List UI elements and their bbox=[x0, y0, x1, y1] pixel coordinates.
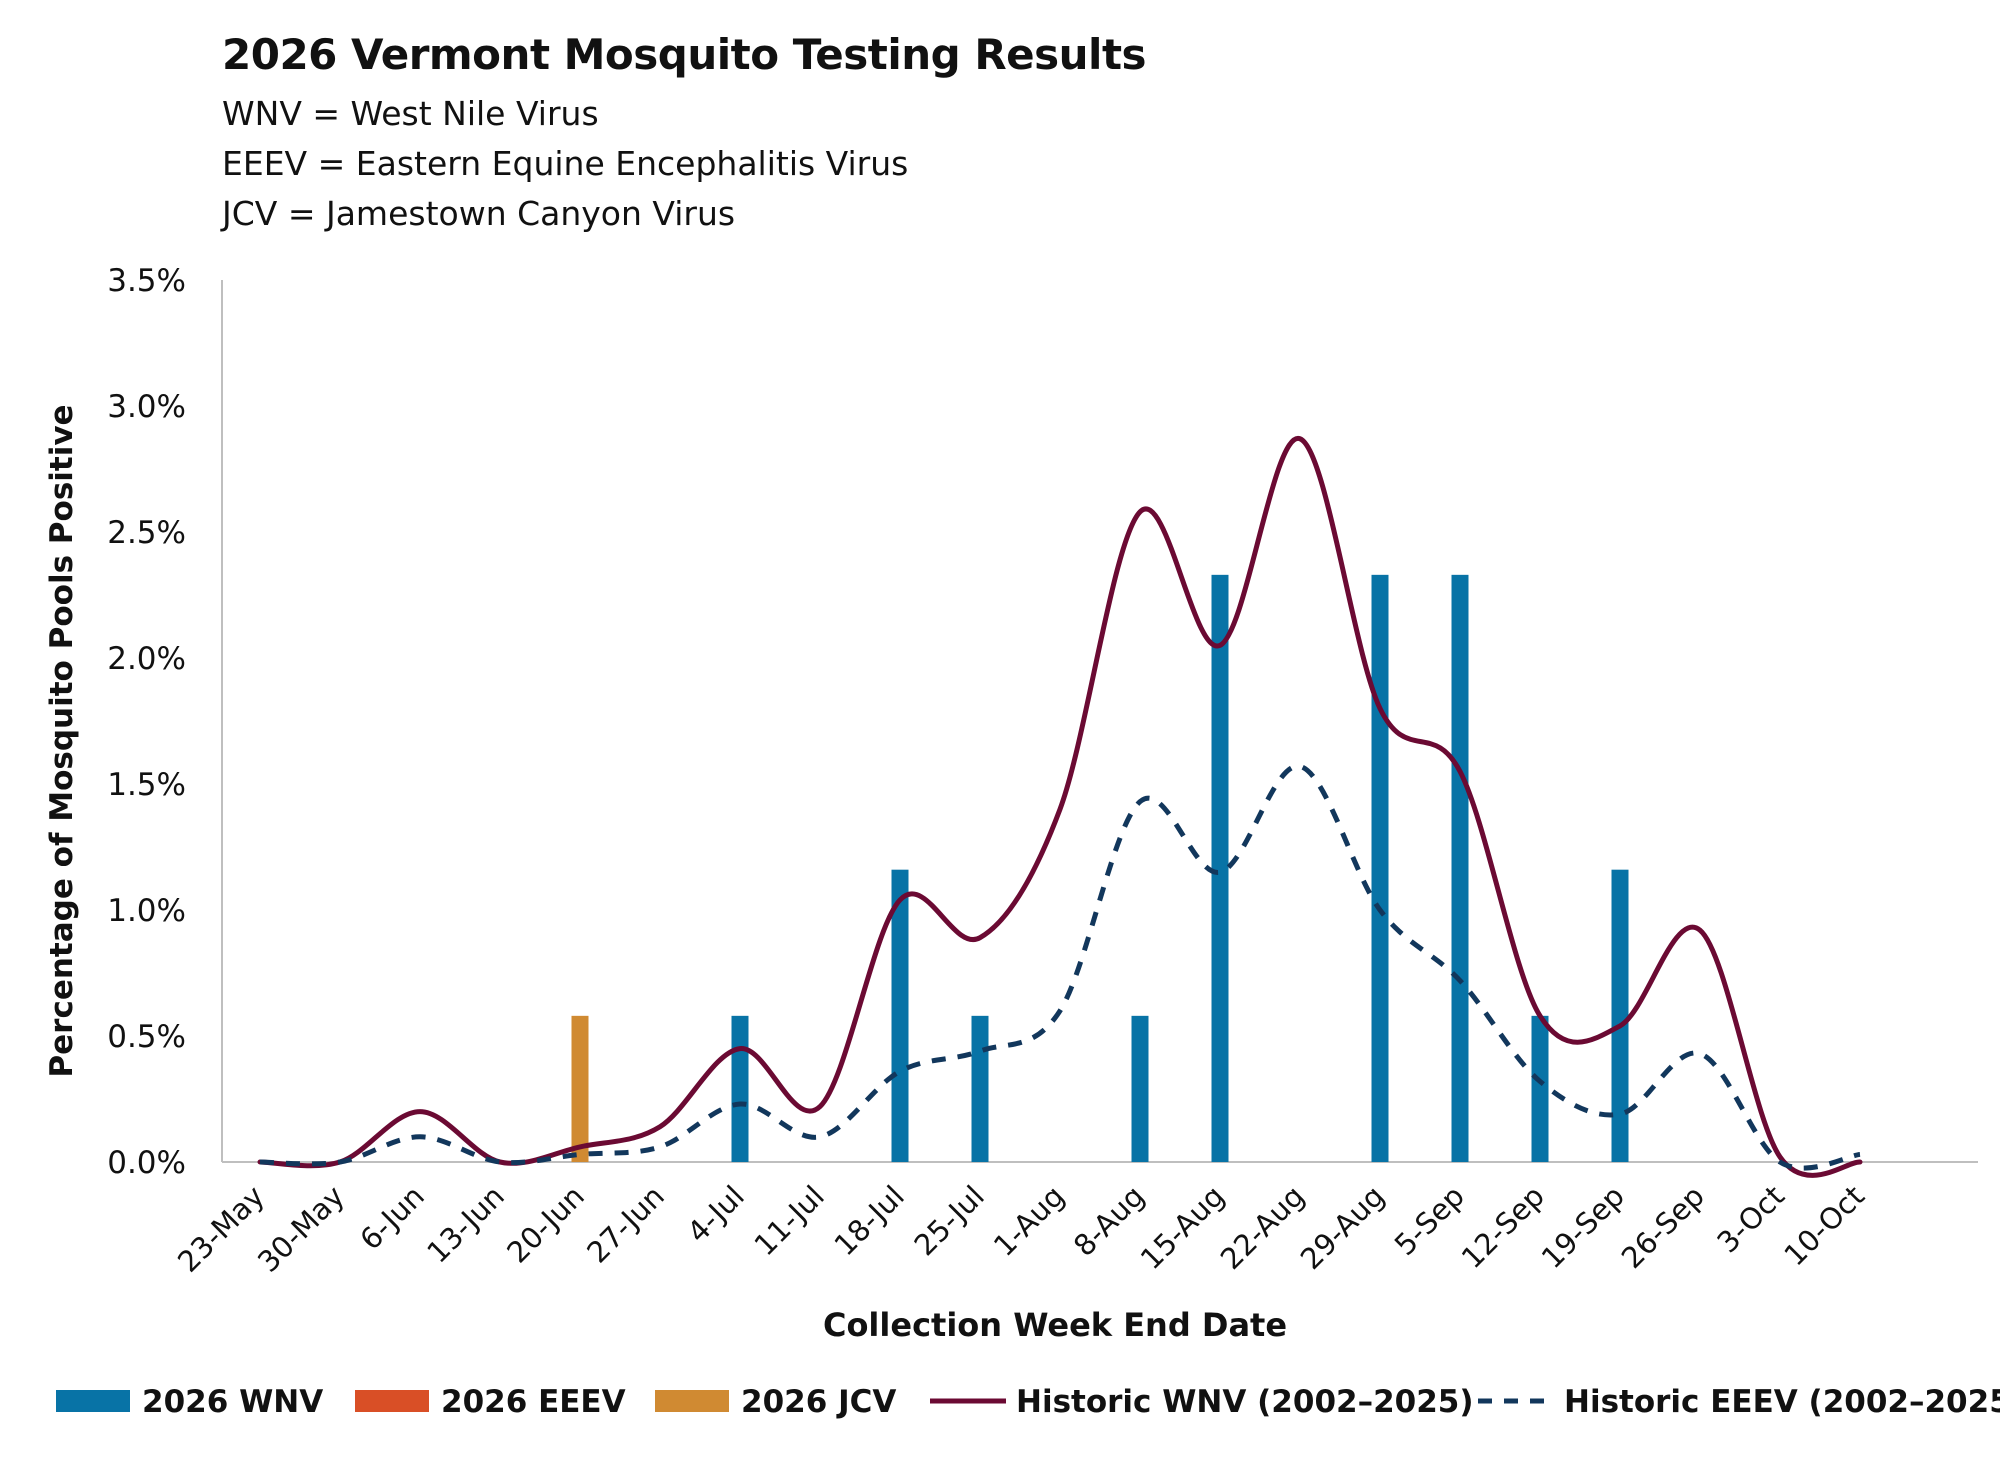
x-tick-label: 26-Sep bbox=[1615, 1179, 1711, 1275]
subtitle-wnv: WNV = West Nile Virus bbox=[222, 94, 599, 133]
bar-2026-wnv bbox=[1611, 869, 1629, 1162]
subtitle-eeev: EEEV = Eastern Equine Encephalitis Virus bbox=[222, 144, 909, 183]
legend-label-historic-eeev-2002-2025-: Historic EEEV (2002–2025) bbox=[1564, 1384, 2000, 1420]
bar-2026-wnv bbox=[1451, 574, 1469, 1162]
legend-label-2026-eeev: 2026 EEEV bbox=[441, 1384, 626, 1420]
bar-2026-wnv bbox=[1211, 574, 1229, 1162]
x-tick-label: 23-May bbox=[171, 1179, 271, 1279]
bar-2026-wnv bbox=[1371, 574, 1389, 1162]
legend-label-2026-jcv: 2026 JCV bbox=[741, 1384, 896, 1420]
legend-swatch-2026-jcv bbox=[655, 1390, 729, 1412]
legend-label-historic-wnv-2002-2025-: Historic WNV (2002–2025) bbox=[1016, 1384, 1474, 1420]
x-tick-label: 15-Aug bbox=[1134, 1179, 1231, 1276]
x-tick-label: 4-Jul bbox=[681, 1179, 751, 1249]
bar-2026-wnv bbox=[1131, 1015, 1149, 1162]
bar-2026-wnv bbox=[891, 869, 909, 1162]
x-tick-label: 19-Sep bbox=[1535, 1179, 1631, 1275]
x-tick-label: 30-May bbox=[251, 1179, 351, 1279]
x-tick-label: 13-Jun bbox=[420, 1179, 511, 1270]
bar-2026-wnv bbox=[1531, 1015, 1549, 1162]
y-tick-label: 1.0% bbox=[107, 893, 186, 929]
bar-2026-wnv bbox=[971, 1015, 989, 1162]
bar-2026-jcv bbox=[571, 1015, 589, 1162]
bar-2026-wnv bbox=[731, 1015, 749, 1162]
x-axis-title: Collection Week End Date bbox=[823, 1306, 1287, 1344]
x-tick-label: 1-Aug bbox=[987, 1179, 1071, 1263]
x-tick-label: 25-Jul bbox=[908, 1179, 991, 1262]
x-tick-label: 18-Jul bbox=[828, 1179, 911, 1262]
line-historic-eeev-2002-2025- bbox=[259, 763, 1861, 1171]
y-tick-label: 2.0% bbox=[107, 641, 186, 677]
y-tick-label: 0.5% bbox=[107, 1019, 186, 1055]
y-tick-label: 1.5% bbox=[107, 767, 186, 803]
x-tick-label: 20-Jun bbox=[500, 1179, 591, 1270]
y-tick-label: 3.0% bbox=[107, 389, 186, 425]
x-tick-label: 6-Jun bbox=[353, 1179, 431, 1257]
y-axis-title: Percentage of Mosquito Pools Positive bbox=[44, 404, 80, 1077]
x-tick-label: 11-Jul bbox=[748, 1179, 831, 1262]
y-tick-label: 3.5% bbox=[107, 263, 186, 299]
chart-title: 2026 Vermont Mosquito Testing Results bbox=[222, 30, 1147, 79]
y-tick-label: 0.0% bbox=[107, 1145, 186, 1181]
legend-label-2026-wnv: 2026 WNV bbox=[142, 1384, 323, 1420]
x-tick-label: 12-Sep bbox=[1455, 1179, 1551, 1275]
legend-swatch-2026-eeev bbox=[355, 1390, 429, 1412]
x-tick-label: 22-Aug bbox=[1214, 1179, 1311, 1276]
x-tick-label: 27-Jun bbox=[580, 1179, 671, 1270]
y-tick-label: 2.5% bbox=[107, 515, 186, 551]
line-historic-wnv-2002-2025- bbox=[257, 436, 1863, 1178]
legend-swatch-2026-wnv bbox=[56, 1390, 130, 1412]
x-tick-label: 29-Aug bbox=[1294, 1179, 1391, 1276]
x-tick-label: 10-Oct bbox=[1777, 1179, 1871, 1273]
subtitle-jcv: JCV = Jamestown Canyon Virus bbox=[222, 194, 736, 233]
